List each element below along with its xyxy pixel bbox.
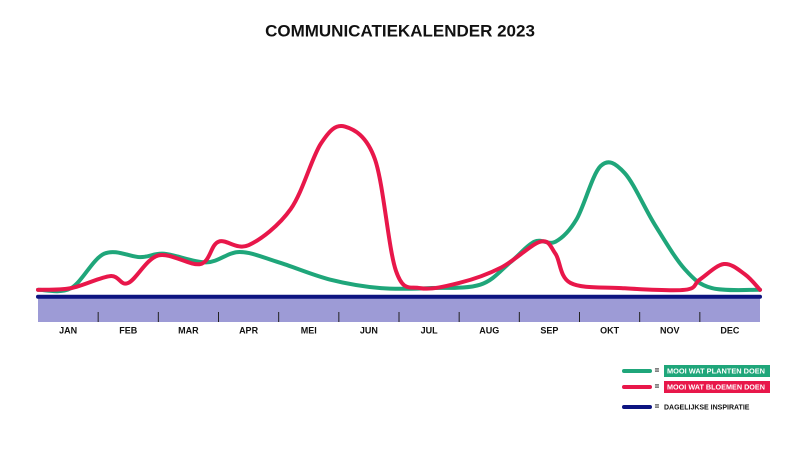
legend-marker: = [655,382,660,391]
legend-marker: = [655,366,660,375]
series-line [36,124,762,293]
x-tick-label: FEB [119,325,138,335]
series-line [36,160,762,294]
x-tick-label: AUG [479,325,499,335]
x-tick-label: MEI [301,325,317,335]
chart-title: COMMUNICATIEKALENDER 2023 [265,21,535,40]
legend-label-box [664,381,770,393]
x-tick-label: MAR [178,325,199,335]
legend-label: MOOI WAT BLOEMEN DOEN [667,382,765,391]
x-tick-label: APR [239,325,259,335]
x-tick-label: DEC [720,325,740,335]
legend-label: MOOI WAT PLANTEN DOEN [667,366,765,375]
x-tick-label: SEP [540,325,558,335]
legend-label: DAGELIJKSE INSPIRATIE [664,404,750,411]
x-tick-label: NOV [660,325,680,335]
legend-marker: = [655,402,660,411]
x-tick-label: OKT [600,325,620,335]
x-tick-label: JUN [360,325,378,335]
legend-label-box [664,365,770,377]
x-tick-label: JAN [59,325,77,335]
x-tick-label: JUL [421,325,439,335]
